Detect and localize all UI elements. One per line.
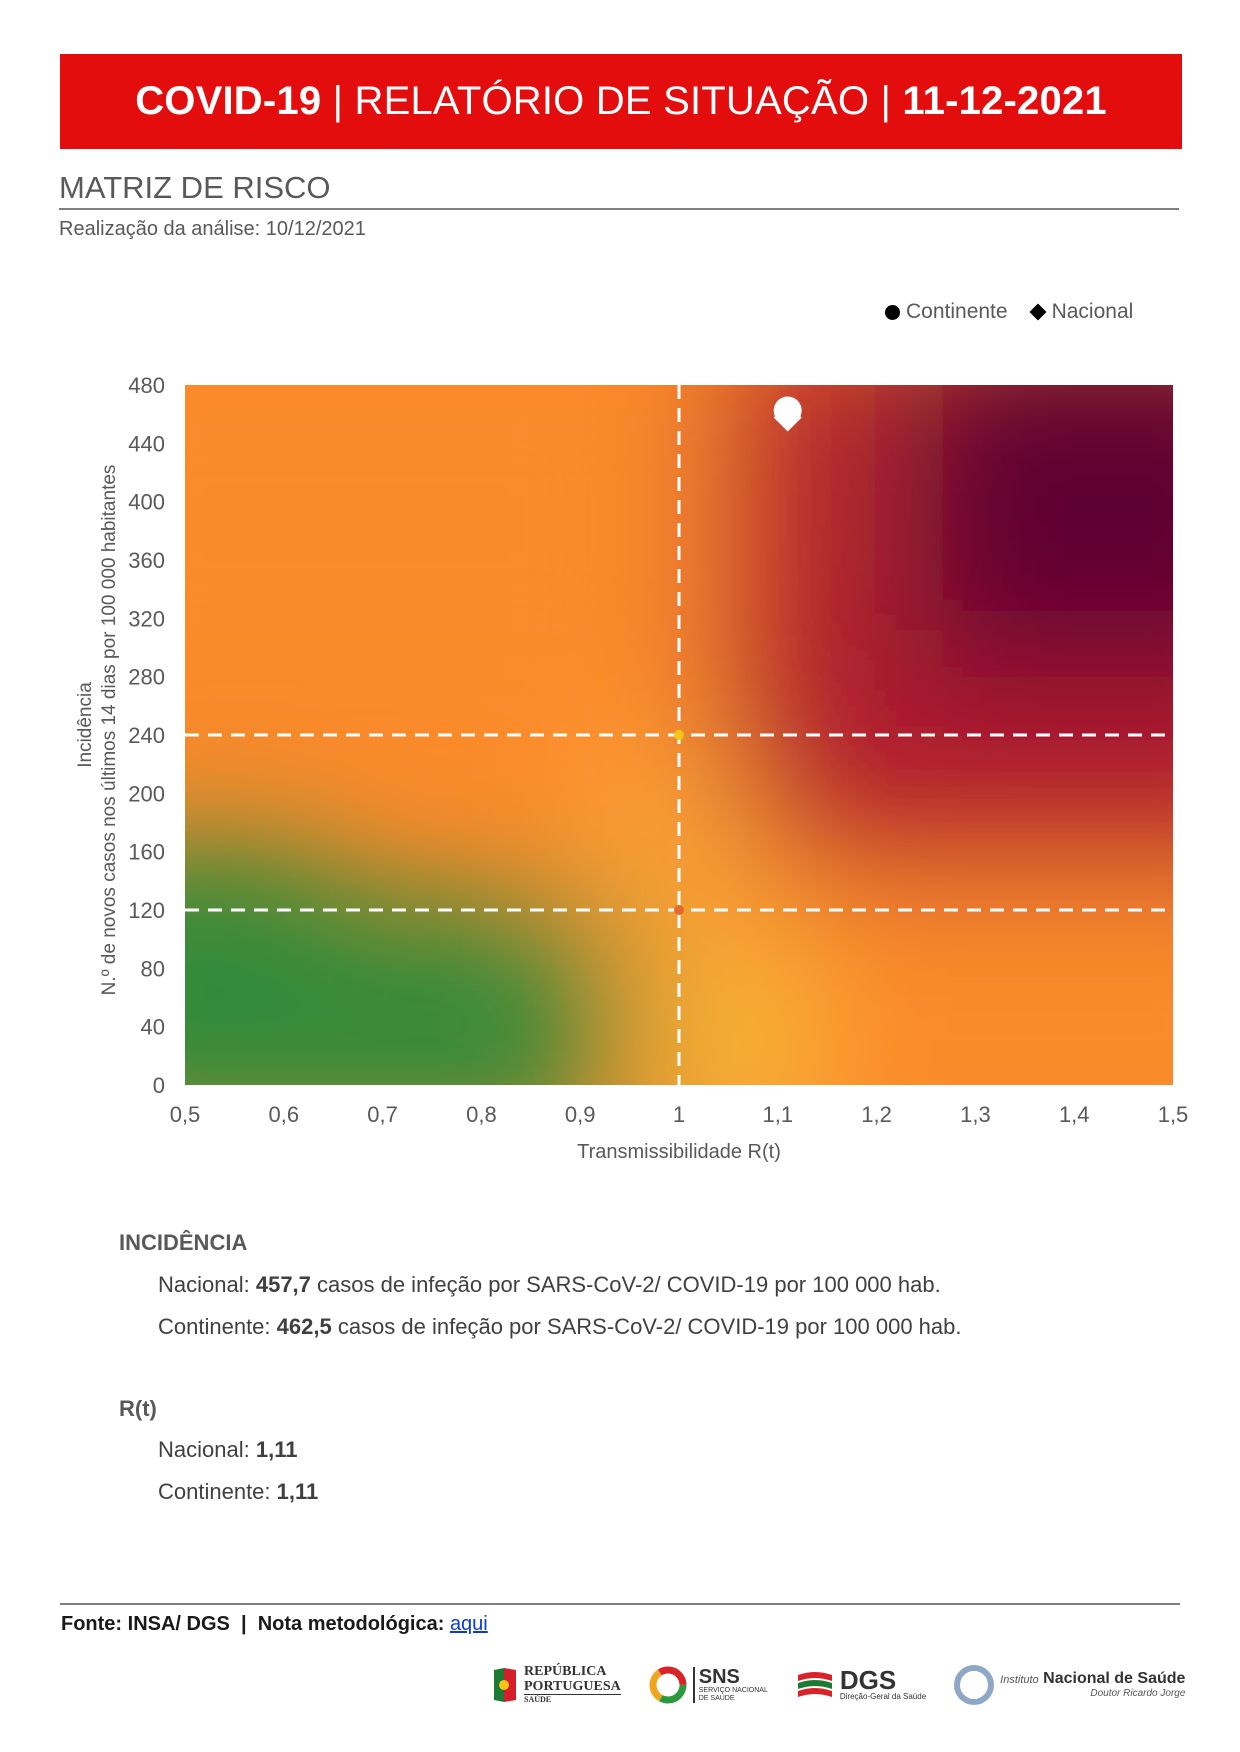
blob-dark-top-right xyxy=(896,385,1173,677)
banner-date: 11-12-2021 xyxy=(902,79,1107,123)
republica-line3: SAÚDE xyxy=(524,1695,552,1704)
x-tick-label: 1 xyxy=(673,1102,685,1127)
y-tick-label: 400 xyxy=(128,490,165,515)
incidencia-continente-text: casos de infeção por SARS-CoV-2/ COVID-1… xyxy=(331,1314,962,1339)
x-axis-label: Transmissibilidade R(t) xyxy=(577,1141,781,1163)
y-tick-label: 320 xyxy=(128,606,165,631)
section-divider xyxy=(59,208,1179,210)
risk-matrix-chart: 0,5 0,6 0,7 0,8 0,9 1 1,1 1,2 1,3 1,4 1,5 0 40 80 120… xyxy=(75,373,1189,1163)
dgs-wave-icon xyxy=(797,1671,832,1697)
x-tick-label: 0,7 xyxy=(367,1102,398,1127)
y-axis-ticks: 0 40 80 120 160 200 240 280 320 360 400 440 480 xyxy=(128,373,165,1098)
incidencia-continente-label: Continente: xyxy=(158,1314,277,1339)
section-title: MATRIZ DE RISCO xyxy=(59,170,331,205)
incidencia-continente-value: 462,5 xyxy=(276,1314,332,1339)
insa-sub: Doutor Ricardo Jorge xyxy=(1090,1688,1186,1699)
x-tick-label: 0,8 xyxy=(466,1102,497,1127)
analysis-date: Realização da análise: 10/12/2021 xyxy=(59,218,366,240)
x-tick-label: 1,5 xyxy=(1158,1102,1189,1127)
y-tick-label: 40 xyxy=(141,1015,165,1040)
insa-prefix: Instituto xyxy=(1000,1674,1039,1686)
republica-portuguesa-logo: REPÚBLICA PORTUGUESA SAÚDE xyxy=(492,1664,621,1705)
banner-report-label: | RELATÓRIO DE SITUAÇÃO | xyxy=(321,79,903,123)
blob-red-upper-middle xyxy=(728,385,877,823)
x-tick-label: 0,5 xyxy=(170,1102,201,1127)
dgs-logo: DGS Direção-Geral da Saúde xyxy=(796,1667,926,1703)
insa-emblem-icon xyxy=(954,1664,995,1705)
x-tick-label: 1,4 xyxy=(1059,1102,1090,1127)
y-tick-label: 0 xyxy=(153,1073,165,1098)
y-tick-label: 280 xyxy=(128,665,165,690)
y-axis-label-line1: Incidência xyxy=(75,682,96,768)
methodology-link[interactable]: aqui xyxy=(449,1613,488,1635)
footer-source-text: Fonte: INSA/ DGS | Nota metodológica: xyxy=(61,1613,450,1635)
sns-logo: SNS SERVIÇO NACIONAL DE SAÚDE xyxy=(649,1666,768,1704)
y-tick-label: 160 xyxy=(128,840,165,865)
republica-line2: PORTUGUESA xyxy=(524,1679,621,1695)
legend-label-nacional: Nacional xyxy=(1051,300,1134,323)
footer-divider xyxy=(60,1603,1180,1605)
incidencia-nacional: Nacional: 457,7 casos de infeção por SAR… xyxy=(158,1272,941,1298)
blob-green-left-edge xyxy=(185,837,334,1085)
republica-line1: REPÚBLICA xyxy=(524,1664,607,1679)
y-tick-label: 480 xyxy=(128,373,165,398)
blob-yellow-bottom-center xyxy=(679,953,798,1085)
y-tick-label: 200 xyxy=(128,781,165,806)
legend-item-nacional: Nacional xyxy=(1029,300,1134,324)
rt-nacional: Nacional: 1,11 xyxy=(158,1437,297,1463)
banner-covid-label: COVID-19 xyxy=(135,79,322,123)
legend-item-continente: Continente xyxy=(885,300,1008,324)
incidencia-nacional-value: 457,7 xyxy=(255,1272,311,1297)
y-tick-label: 80 xyxy=(141,956,165,981)
incidencia-nacional-label: Nacional: xyxy=(158,1272,256,1297)
rt-continente-label: Continente: xyxy=(158,1479,277,1504)
legend-label-continente: Continente xyxy=(906,300,1008,323)
y-axis-label-line2: N.º de novos casos nos últimos 14 dias p… xyxy=(99,465,120,996)
blob-light-orange-center xyxy=(599,749,739,925)
insa-logo: Instituto Nacional de Saúde Doutor Ricar… xyxy=(954,1664,1186,1705)
sns-title: SNS xyxy=(698,1665,740,1688)
sns-ring-icon xyxy=(649,1666,687,1703)
x-tick-label: 0,9 xyxy=(565,1102,596,1127)
portugal-flag-icon xyxy=(494,1667,516,1702)
partner-logos: REPÚBLICA PORTUGUESA SAÚDE SNS SERVIÇO N… xyxy=(492,1664,1185,1705)
rt-nacional-label: Nacional: xyxy=(158,1437,256,1462)
footer-source: Fonte: INSA/ DGS | Nota metodológica: aq… xyxy=(61,1613,488,1636)
y-tick-label: 120 xyxy=(128,898,165,923)
data-points xyxy=(674,396,802,915)
y-tick-label: 240 xyxy=(128,723,165,748)
y-tick-label: 360 xyxy=(128,548,165,573)
threshold-intersection-lower xyxy=(674,905,684,915)
incidencia-nacional-text: casos de infeção por SARS-CoV-2/ COVID-1… xyxy=(310,1272,941,1297)
rt-nacional-value: 1,11 xyxy=(255,1437,298,1462)
sns-sub1: SERVIÇO NACIONAL xyxy=(698,1686,768,1694)
rt-heading: R(t) xyxy=(119,1396,157,1421)
x-tick-label: 0,6 xyxy=(269,1102,300,1127)
sns-sub2: DE SAÚDE xyxy=(698,1694,735,1702)
x-axis-ticks: 0,5 0,6 0,7 0,8 0,9 1 1,1 1,2 1,3 1,4 1,5 xyxy=(170,1102,1189,1127)
dgs-title: DGS xyxy=(839,1665,897,1695)
circle-marker-icon xyxy=(885,304,900,320)
incidencia-continente: Continente: 462,5 casos de infeção por S… xyxy=(158,1314,962,1340)
incidencia-heading: INCIDÊNCIA xyxy=(119,1230,248,1255)
point-nacional xyxy=(773,403,802,432)
gradient-blobs xyxy=(185,385,1173,1085)
dgs-sub: Direção-Geral da Saúde xyxy=(839,1692,927,1701)
chart-legend: Continente Nacional xyxy=(885,300,1133,324)
report-banner: COVID-19 | RELATÓRIO DE SITUAÇÃO | 11-12… xyxy=(60,54,1182,149)
insa-title: Nacional de Saúde xyxy=(1043,1670,1186,1687)
rt-continente-value: 1,11 xyxy=(276,1479,319,1504)
x-tick-label: 1,1 xyxy=(763,1102,794,1127)
x-tick-label: 1,3 xyxy=(960,1102,991,1127)
blob-orange-top-left xyxy=(185,385,680,721)
rt-continente: Continente: 1,11 xyxy=(158,1479,318,1505)
threshold-intersection-upper xyxy=(674,730,684,740)
y-tick-label: 440 xyxy=(128,431,165,456)
x-tick-label: 1,2 xyxy=(861,1102,892,1127)
